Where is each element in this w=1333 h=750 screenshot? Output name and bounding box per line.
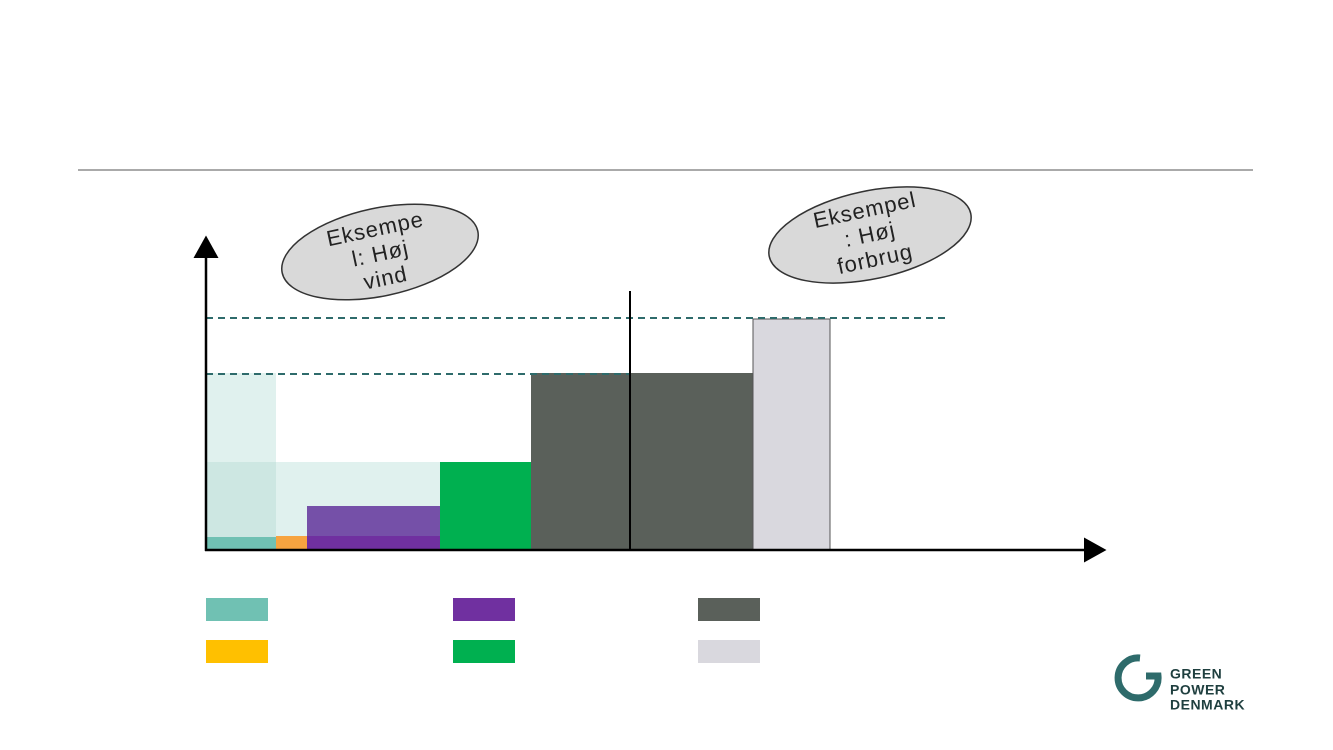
logo-text: DENMARK <box>1170 697 1245 713</box>
legend-swatch <box>453 640 515 663</box>
legend-swatch <box>206 640 268 663</box>
block-green <box>440 462 531 550</box>
logo-mark <box>1114 654 1162 702</box>
legend-swatch <box>206 598 268 621</box>
callout: Eksempel : Høj forbrug <box>768 186 972 284</box>
block-wind <box>206 537 276 550</box>
logo-text: POWER <box>1170 682 1225 698</box>
legend-swatch <box>698 640 760 663</box>
legend-swatch <box>698 598 760 621</box>
block-solar <box>276 536 307 550</box>
legend <box>206 598 760 663</box>
block-bio <box>307 536 440 550</box>
block-dark <box>531 373 753 550</box>
shade <box>206 462 276 550</box>
callout: Eksempe l: Høj vind <box>281 203 479 301</box>
block-peak <box>752 318 831 551</box>
legend-swatch <box>453 598 515 621</box>
logo: GREEN POWER DENMARK <box>1114 654 1245 713</box>
logo-text: GREEN <box>1170 666 1222 682</box>
merit-order-diagram <box>193 235 1107 563</box>
callout-bubble <box>281 203 479 301</box>
callout-bubble <box>768 186 972 284</box>
